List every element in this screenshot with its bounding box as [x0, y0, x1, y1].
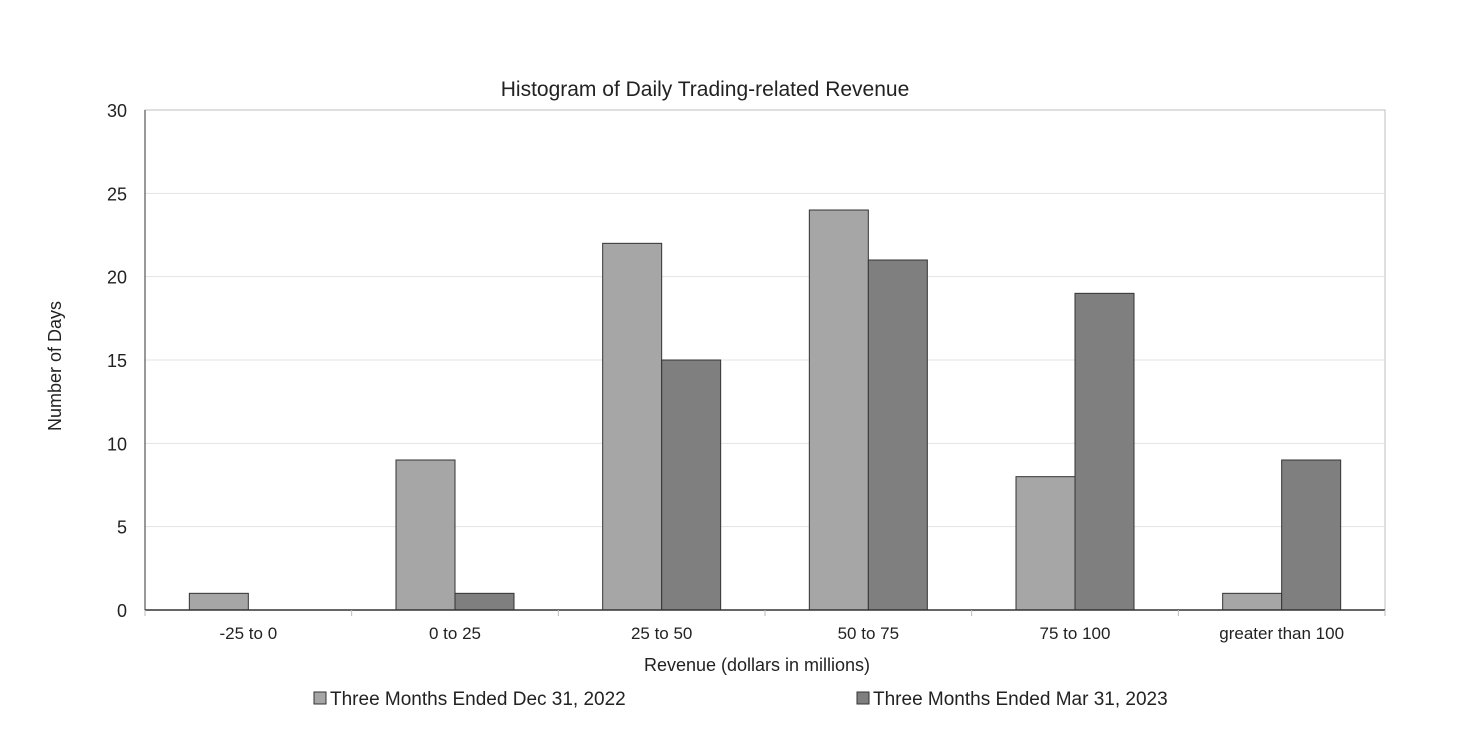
chart-title: Histogram of Daily Trading-related Reven…	[501, 78, 910, 101]
bar	[867, 259, 928, 611]
bar	[808, 209, 869, 611]
bar	[1222, 592, 1283, 611]
y-tick-label: 5	[117, 518, 127, 538]
x-tick-label: -25 to 0	[220, 624, 278, 643]
legend-label: Three Months Ended Dec 31, 2022	[330, 689, 626, 710]
y-tick-label: 25	[107, 184, 127, 204]
x-tick-label: 25 to 50	[631, 624, 692, 643]
bar	[1281, 459, 1342, 611]
y-tick-label: 15	[107, 351, 127, 371]
bar	[188, 592, 249, 611]
x-tick-label: 75 to 100	[1040, 624, 1111, 643]
bar	[454, 592, 515, 611]
y-tick-label: 30	[107, 101, 127, 121]
bar	[1015, 476, 1076, 611]
bar	[602, 242, 663, 611]
legend-swatch	[313, 691, 327, 705]
bar	[1074, 292, 1135, 611]
bar	[661, 359, 722, 611]
y-tick-label: 10	[107, 434, 127, 454]
x-tick-label: 0 to 25	[429, 624, 481, 643]
y-tick-label: 20	[107, 268, 127, 288]
legend-label: Three Months Ended Mar 31, 2023	[873, 689, 1168, 710]
x-tick-label: 50 to 75	[838, 624, 899, 643]
legend-swatch	[856, 691, 870, 705]
bar	[395, 459, 456, 611]
y-tick-label: 0	[117, 601, 127, 621]
y-axis-label: Number of Days	[45, 301, 65, 431]
x-tick-label: greater than 100	[1219, 624, 1344, 643]
x-axis-label: Revenue (dollars in millions)	[644, 655, 870, 675]
